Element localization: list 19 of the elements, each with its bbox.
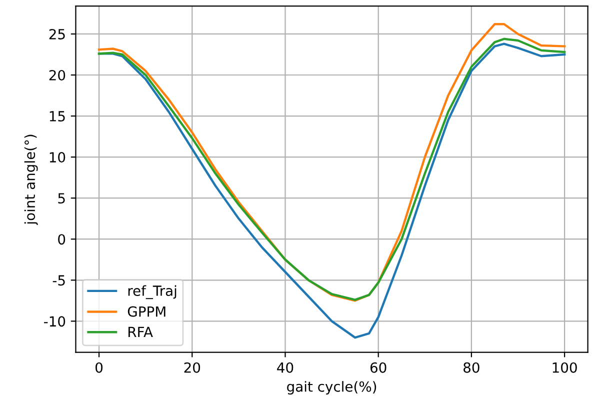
x-tick-label: 80	[464, 362, 480, 373]
legend-label: GPPM	[128, 306, 166, 317]
legend-label: RFA	[128, 326, 153, 337]
x-tick-label: 100	[552, 362, 577, 373]
y-tick-label: 0	[58, 234, 66, 245]
x-tick-label: 20	[184, 362, 200, 373]
y-tick-label: 20	[49, 70, 66, 80]
x-tick-label: 60	[370, 362, 386, 373]
x-tick-label: 40	[277, 362, 294, 373]
x-tick-label: 0	[96, 362, 103, 373]
y-tick-label: 25	[49, 28, 65, 40]
y-axis-title: joint angle(°)	[24, 134, 38, 226]
y-tick-label: 5	[58, 193, 65, 204]
y-tick-label: 15	[50, 111, 65, 122]
y-tick-label: -5	[52, 275, 65, 286]
y-tick-label: 10	[50, 152, 66, 163]
legend-label: ref_Traj	[128, 285, 176, 300]
x-axis-title: gait cycle(%)	[287, 381, 376, 395]
y-tick-label: -10	[44, 316, 66, 327]
